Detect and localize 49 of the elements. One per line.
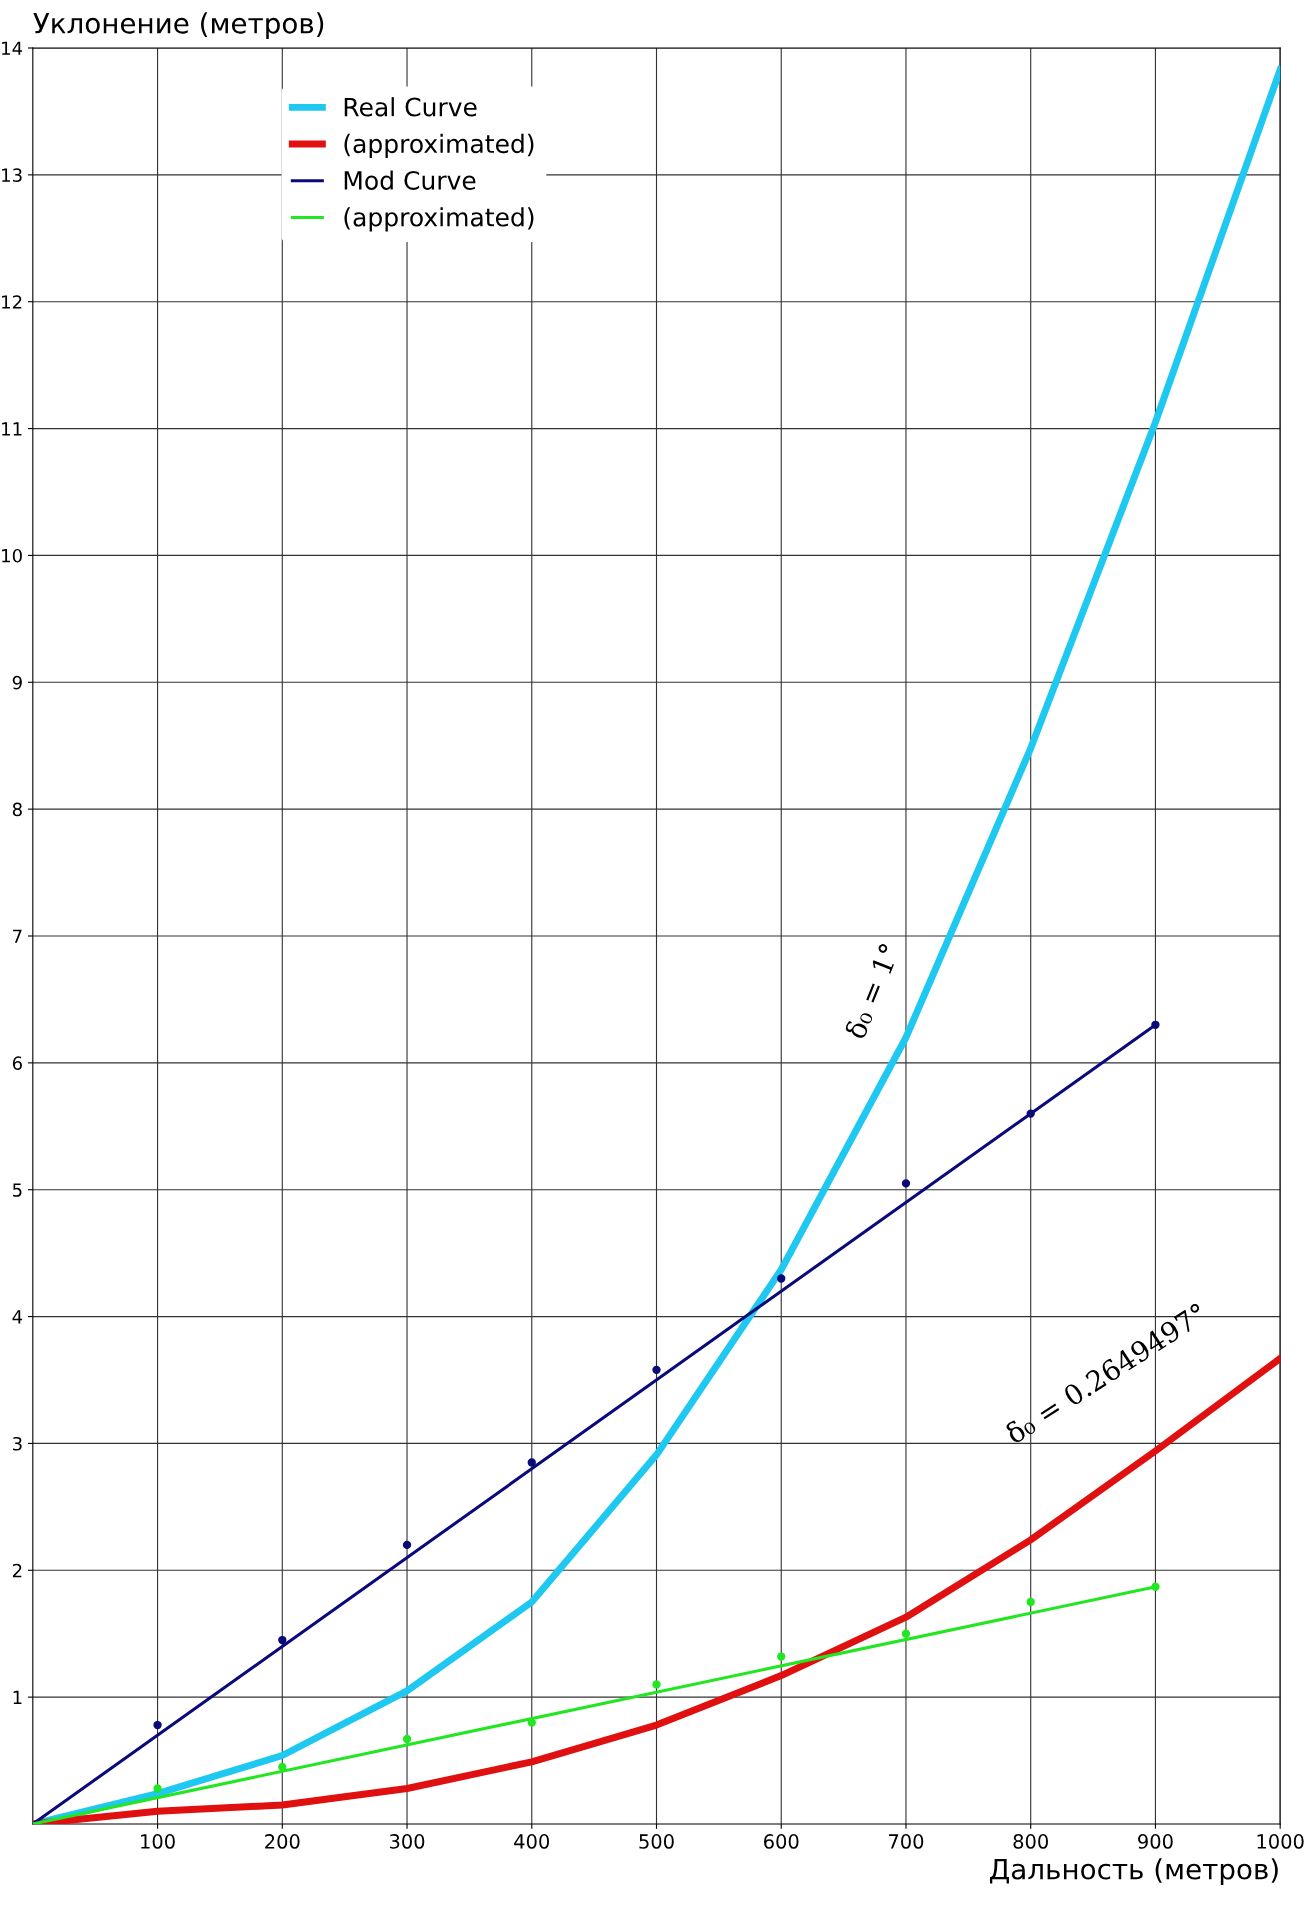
x-tick-label: 100 [141, 1834, 175, 1849]
y-tick-label: 5 [13, 1183, 22, 1197]
y-tick-label: 7 [13, 929, 22, 943]
x-tick-label: 700 [889, 1834, 924, 1849]
point [153, 1784, 162, 1793]
point [1026, 1109, 1035, 1118]
y-tick-label: 10 [2, 548, 22, 563]
point [777, 1274, 786, 1283]
point [402, 1734, 412, 1744]
point [1026, 1597, 1035, 1607]
x-tick-label: 400 [514, 1834, 550, 1849]
y-tick-label: 8 [12, 802, 22, 817]
y-tick-label: 3 [12, 1436, 22, 1451]
point [278, 1762, 287, 1772]
point [652, 1680, 661, 1689]
y-tick-label: 14 [2, 41, 23, 55]
legend-label: (approximated) [344, 207, 534, 232]
y-tick-label: 1 [13, 1690, 22, 1704]
y-tick-label: 4 [12, 1310, 23, 1324]
point [777, 1652, 786, 1661]
y-tick-label: 6 [12, 1056, 22, 1070]
y-axis-title: Уклонение (метров) [33, 12, 324, 40]
x-tick-label: 200 [265, 1834, 300, 1849]
x-tick-label: 300 [389, 1834, 425, 1849]
x-tick-label: 1000 [1257, 1834, 1304, 1849]
y-tick-label: 11 [2, 422, 22, 436]
point [1151, 1582, 1160, 1591]
point [527, 1458, 536, 1467]
point [402, 1540, 412, 1550]
point [901, 1179, 911, 1188]
legend-label: (approximated) [344, 133, 534, 159]
y-tick-label: 12 [2, 295, 22, 309]
y-tick-label: 9 [12, 675, 22, 690]
x-axis-title: Дальность (метров) [989, 1858, 1278, 1885]
point [153, 1720, 162, 1730]
x-tick-label: 900 [1138, 1834, 1173, 1849]
legend-label: Mod Curve [344, 170, 476, 190]
x-tick-label: 500 [639, 1834, 674, 1849]
y-tick-label: 13 [2, 168, 22, 182]
y-tick-label: 2 [12, 1563, 22, 1578]
annotation: δ₀ = 1° [843, 942, 901, 1040]
legend-label: Real Curve [344, 97, 477, 117]
point [278, 1635, 287, 1645]
point [901, 1629, 911, 1638]
x-tick-label: 600 [764, 1834, 799, 1849]
point [1151, 1020, 1160, 1029]
point [527, 1718, 536, 1727]
x-tick-label: 800 [1013, 1834, 1048, 1849]
point [652, 1365, 661, 1375]
